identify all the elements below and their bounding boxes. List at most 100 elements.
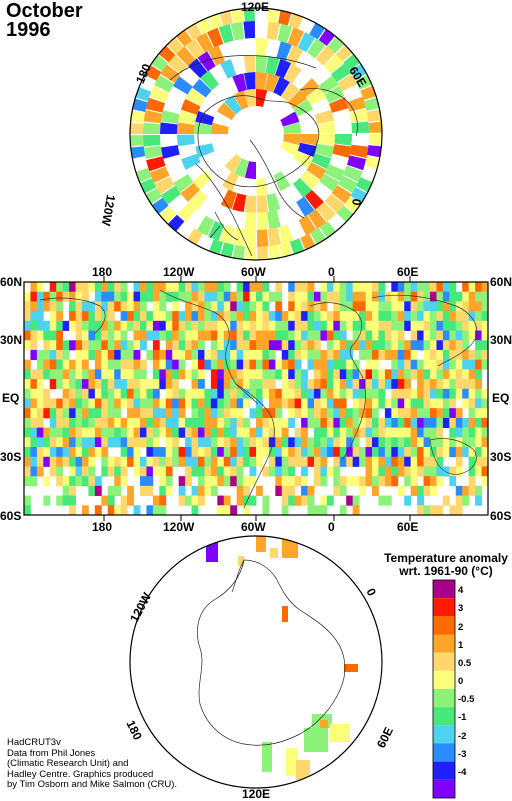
- world-anomaly-cell: [30, 311, 38, 322]
- south-polar-anomaly-cell: [296, 760, 310, 780]
- north-polar-anomaly-cell: [298, 215, 317, 236]
- world-anomaly-cell: [281, 359, 289, 370]
- world-anomaly-cell: [236, 349, 244, 361]
- world-anomaly-cell: [307, 485, 315, 496]
- world-anomaly-cell: [249, 282, 257, 293]
- world-anomaly-cell: [159, 447, 167, 458]
- world-anomaly-cell: [397, 485, 405, 496]
- world-anomaly-cell: [159, 320, 167, 331]
- world-anomaly-cell: [256, 417, 263, 429]
- world-anomaly-cell: [268, 456, 276, 467]
- world-anomaly-cell: [223, 417, 231, 429]
- world-anomaly-cell: [249, 340, 257, 351]
- world-anomaly-cell: [236, 408, 244, 419]
- world-anomaly-cell: [391, 447, 399, 458]
- world-anomaly-cell: [256, 398, 263, 409]
- world-anomaly-cell: [107, 291, 115, 302]
- south-polar-anomaly-cell: [282, 606, 288, 622]
- world-anomaly-cell: [152, 427, 160, 438]
- world-anomaly-cell: [56, 369, 64, 380]
- world-anomaly-cell: [56, 447, 64, 458]
- world-anomaly-cell: [133, 466, 141, 477]
- world-anomaly-cell: [94, 282, 102, 293]
- world-anomaly-cell: [391, 340, 399, 351]
- world-anomaly-cell: [69, 340, 76, 351]
- world-anomaly-cell: [301, 349, 308, 361]
- world-anomaly-cell: [191, 349, 199, 361]
- world-anomaly-cell: [462, 291, 470, 302]
- world-anomaly-cell: [36, 311, 44, 322]
- world-anomaly-cell: [178, 476, 186, 487]
- world-anomaly-cell: [146, 311, 154, 322]
- north-polar-anomaly-cell: [323, 54, 344, 74]
- world-anomaly-cell: [236, 495, 244, 506]
- world-anomaly-cell: [30, 320, 38, 331]
- world-anomaly-cell: [230, 349, 238, 361]
- world-anomaly-cell: [217, 359, 225, 370]
- world-anomaly-cell: [172, 301, 180, 312]
- world-anomaly-cell: [75, 456, 83, 467]
- world-anomaly-cell: [75, 417, 83, 429]
- world-anomaly-cell: [146, 437, 154, 448]
- world-anomaly-cell: [127, 427, 134, 438]
- north-polar-anomaly-cell: [194, 122, 212, 134]
- world-anomaly-cell: [449, 291, 457, 302]
- world-anomaly-cell: [49, 466, 57, 477]
- world-anomaly-cell: [69, 456, 76, 467]
- world-anomaly-cell: [62, 447, 70, 458]
- world-anomaly-cell: [404, 466, 412, 477]
- world-anomaly-cell: [275, 320, 283, 331]
- world-anomaly-cell: [107, 485, 115, 496]
- world-anomaly-cell: [94, 320, 102, 331]
- world-anomaly-cell: [178, 398, 186, 409]
- world-anomaly-cell: [288, 320, 296, 331]
- world-anomaly-cell: [217, 388, 225, 399]
- world-anomaly-cell: [120, 398, 128, 409]
- world-anomaly-cell: [101, 311, 109, 322]
- world-anomaly-cell: [314, 291, 321, 302]
- world-anomaly-cell: [82, 427, 89, 438]
- world-anomaly-cell: [281, 476, 289, 487]
- world-anomaly-cell: [62, 456, 70, 467]
- world-anomaly-cell: [146, 456, 154, 467]
- world-anomaly-cell: [49, 359, 57, 370]
- north-polar-anomaly-cell: [273, 76, 290, 97]
- world-anomaly-cell: [223, 330, 231, 341]
- world-anomaly-cell: [114, 359, 122, 370]
- world-anomaly-cell: [30, 447, 38, 458]
- world-anomaly-cell: [262, 301, 270, 312]
- world-anomaly-cell: [114, 398, 122, 409]
- world-top-label-60e: 60E: [397, 265, 419, 279]
- world-anomaly-cell: [56, 340, 64, 351]
- legend-title: Temperature anomaly wrt. 1961-90 (°C): [378, 552, 512, 578]
- world-anomaly-cell: [107, 456, 115, 467]
- world-anomaly-cell: [217, 398, 225, 409]
- south-polar-anomaly-cell: [270, 548, 278, 558]
- world-anomaly-cell: [140, 320, 147, 331]
- world-anomaly-cell: [236, 427, 244, 438]
- north-polar-anomaly-cell: [224, 153, 242, 173]
- world-anomaly-cell: [146, 282, 154, 293]
- world-anomaly-cell: [449, 340, 457, 351]
- world-anomaly-cell: [198, 485, 205, 496]
- world-anomaly-cell: [217, 320, 225, 331]
- north-polar-anomaly-cell: [185, 88, 206, 106]
- world-anomaly-cell: [230, 466, 238, 477]
- south-polar-anomaly-cells: [206, 536, 358, 780]
- world-anomaly-cell: [185, 447, 192, 458]
- world-anomaly-cell: [107, 301, 115, 312]
- world-anomaly-cell: [372, 291, 379, 302]
- world-anomaly-cell: [320, 388, 328, 399]
- north-polar-anomaly-cell: [328, 97, 349, 113]
- world-anomaly-cell: [146, 320, 154, 331]
- world-anomaly-cell: [397, 379, 405, 390]
- world-anomaly-cell: [107, 505, 115, 515]
- world-anomaly-cell: [69, 437, 76, 448]
- world-anomaly-cell: [56, 408, 64, 419]
- world-anomaly-cell: [243, 437, 250, 448]
- world-anomaly-cell: [423, 311, 431, 322]
- world-anomaly-cell: [320, 476, 328, 487]
- world-anomaly-cell: [43, 359, 51, 370]
- world-anomaly-cell: [281, 466, 289, 477]
- world-anomaly-cell: [159, 349, 167, 361]
